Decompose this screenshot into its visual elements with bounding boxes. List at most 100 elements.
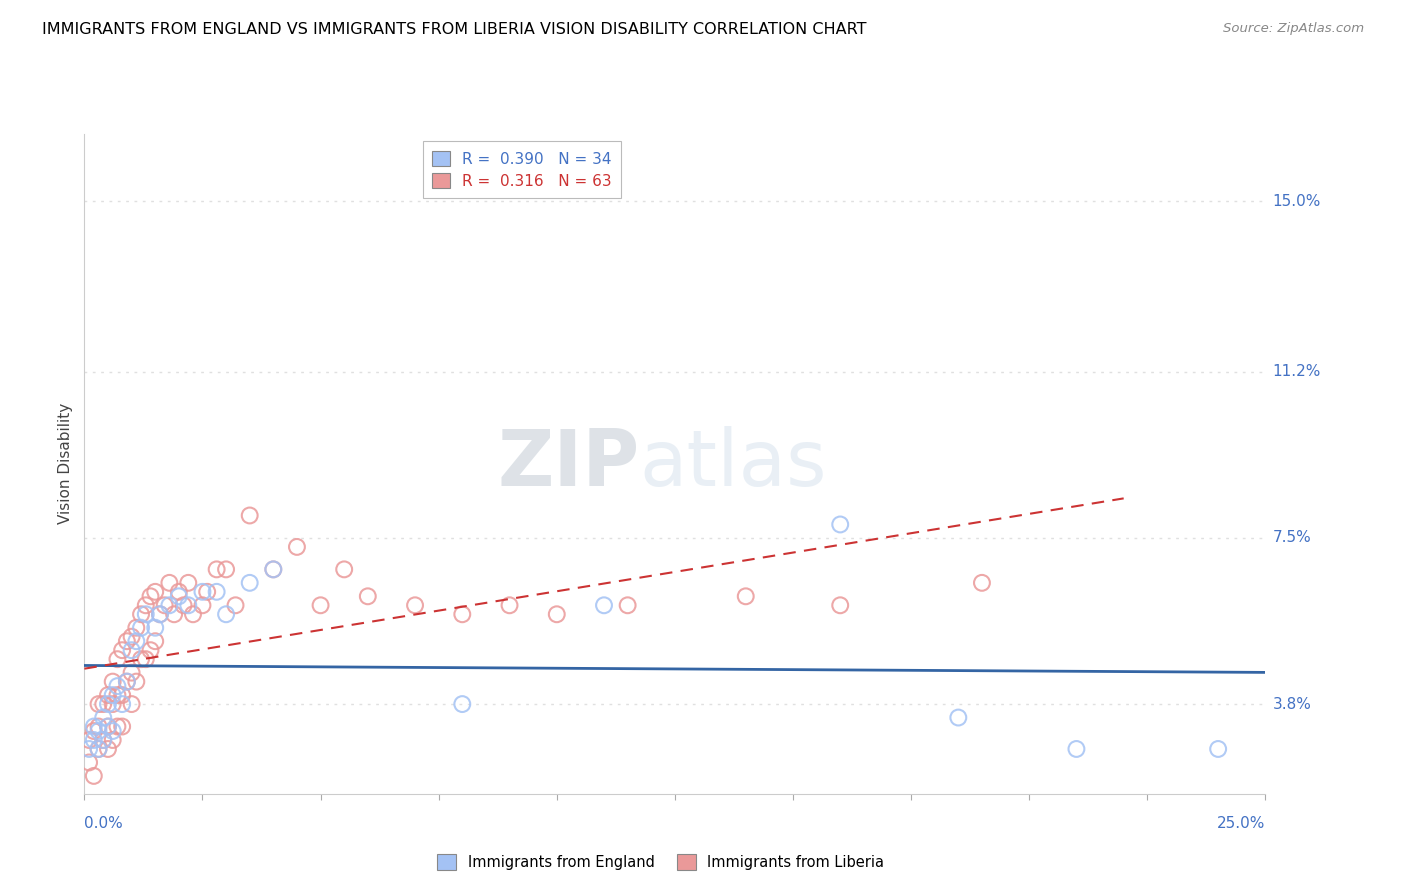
Point: [157, 575, 180, 590]
Point: [451, 697, 474, 711]
Point: [239, 575, 262, 590]
Point: [83, 769, 105, 783]
Point: [143, 621, 166, 635]
Point: [87, 697, 110, 711]
Point: [546, 607, 568, 622]
Text: IMMIGRANTS FROM ENGLAND VS IMMIGRANTS FROM LIBERIA VISION DISABILITY CORRELATION: IMMIGRANTS FROM ENGLAND VS IMMIGRANTS FR…: [42, 22, 866, 37]
Point: [107, 719, 129, 733]
Point: [191, 599, 214, 613]
Point: [77, 733, 100, 747]
Point: [115, 634, 138, 648]
Point: [125, 634, 148, 648]
Text: 25.0%: 25.0%: [1218, 816, 1265, 831]
Point: [121, 643, 143, 657]
Point: [135, 652, 157, 666]
Point: [111, 643, 134, 657]
Point: [1206, 742, 1229, 756]
Point: [129, 652, 152, 666]
Point: [357, 590, 380, 604]
Point: [121, 665, 143, 680]
Point: [97, 742, 120, 756]
Point: [215, 562, 238, 576]
Point: [125, 674, 148, 689]
Point: [173, 599, 195, 613]
Point: [167, 584, 190, 599]
Point: [87, 719, 110, 733]
Text: 7.5%: 7.5%: [1272, 531, 1312, 545]
Point: [830, 599, 852, 613]
Point: [309, 599, 332, 613]
Point: [87, 742, 110, 756]
Point: [101, 697, 124, 711]
Point: [97, 719, 120, 733]
Point: [181, 607, 204, 622]
Point: [163, 607, 186, 622]
Point: [205, 584, 228, 599]
Point: [129, 621, 152, 635]
Text: ZIP: ZIP: [498, 425, 640, 502]
Point: [101, 674, 124, 689]
Point: [83, 724, 105, 739]
Point: [830, 517, 852, 532]
Point: [1066, 742, 1088, 756]
Point: [107, 679, 129, 693]
Point: [177, 575, 200, 590]
Point: [115, 674, 138, 689]
Point: [333, 562, 356, 576]
Point: [157, 599, 180, 613]
Point: [111, 697, 134, 711]
Point: [135, 599, 157, 613]
Point: [970, 575, 993, 590]
Point: [91, 733, 114, 747]
Point: [77, 742, 100, 756]
Point: [404, 599, 426, 613]
Text: atlas: atlas: [640, 425, 827, 502]
Point: [101, 724, 124, 739]
Point: [149, 607, 172, 622]
Point: [593, 599, 616, 613]
Legend: R =  0.390   N = 34, R =  0.316   N = 63: R = 0.390 N = 34, R = 0.316 N = 63: [423, 142, 621, 198]
Point: [91, 710, 114, 724]
Text: 3.8%: 3.8%: [1272, 697, 1312, 712]
Text: 0.0%: 0.0%: [84, 816, 124, 831]
Point: [205, 562, 228, 576]
Legend: Immigrants from England, Immigrants from Liberia: Immigrants from England, Immigrants from…: [432, 848, 890, 876]
Point: [107, 688, 129, 702]
Point: [91, 733, 114, 747]
Point: [215, 607, 238, 622]
Point: [111, 688, 134, 702]
Point: [83, 733, 105, 747]
Point: [87, 742, 110, 756]
Point: [239, 508, 262, 523]
Text: Source: ZipAtlas.com: Source: ZipAtlas.com: [1223, 22, 1364, 36]
Point: [111, 719, 134, 733]
Point: [149, 607, 172, 622]
Point: [97, 688, 120, 702]
Point: [225, 599, 247, 613]
Point: [498, 599, 520, 613]
Point: [167, 590, 190, 604]
Point: [135, 607, 157, 622]
Point: [153, 599, 176, 613]
Text: 11.2%: 11.2%: [1272, 364, 1320, 379]
Point: [97, 719, 120, 733]
Point: [262, 562, 284, 576]
Point: [77, 756, 100, 770]
Point: [948, 710, 970, 724]
Point: [125, 621, 148, 635]
Point: [97, 697, 120, 711]
Point: [115, 674, 138, 689]
Point: [195, 584, 218, 599]
Point: [191, 584, 214, 599]
Point: [177, 599, 200, 613]
Point: [129, 607, 152, 622]
Point: [143, 634, 166, 648]
Point: [87, 724, 110, 739]
Point: [101, 688, 124, 702]
Point: [139, 643, 162, 657]
Point: [121, 697, 143, 711]
Point: [451, 607, 474, 622]
Point: [616, 599, 638, 613]
Point: [91, 697, 114, 711]
Point: [121, 630, 143, 644]
